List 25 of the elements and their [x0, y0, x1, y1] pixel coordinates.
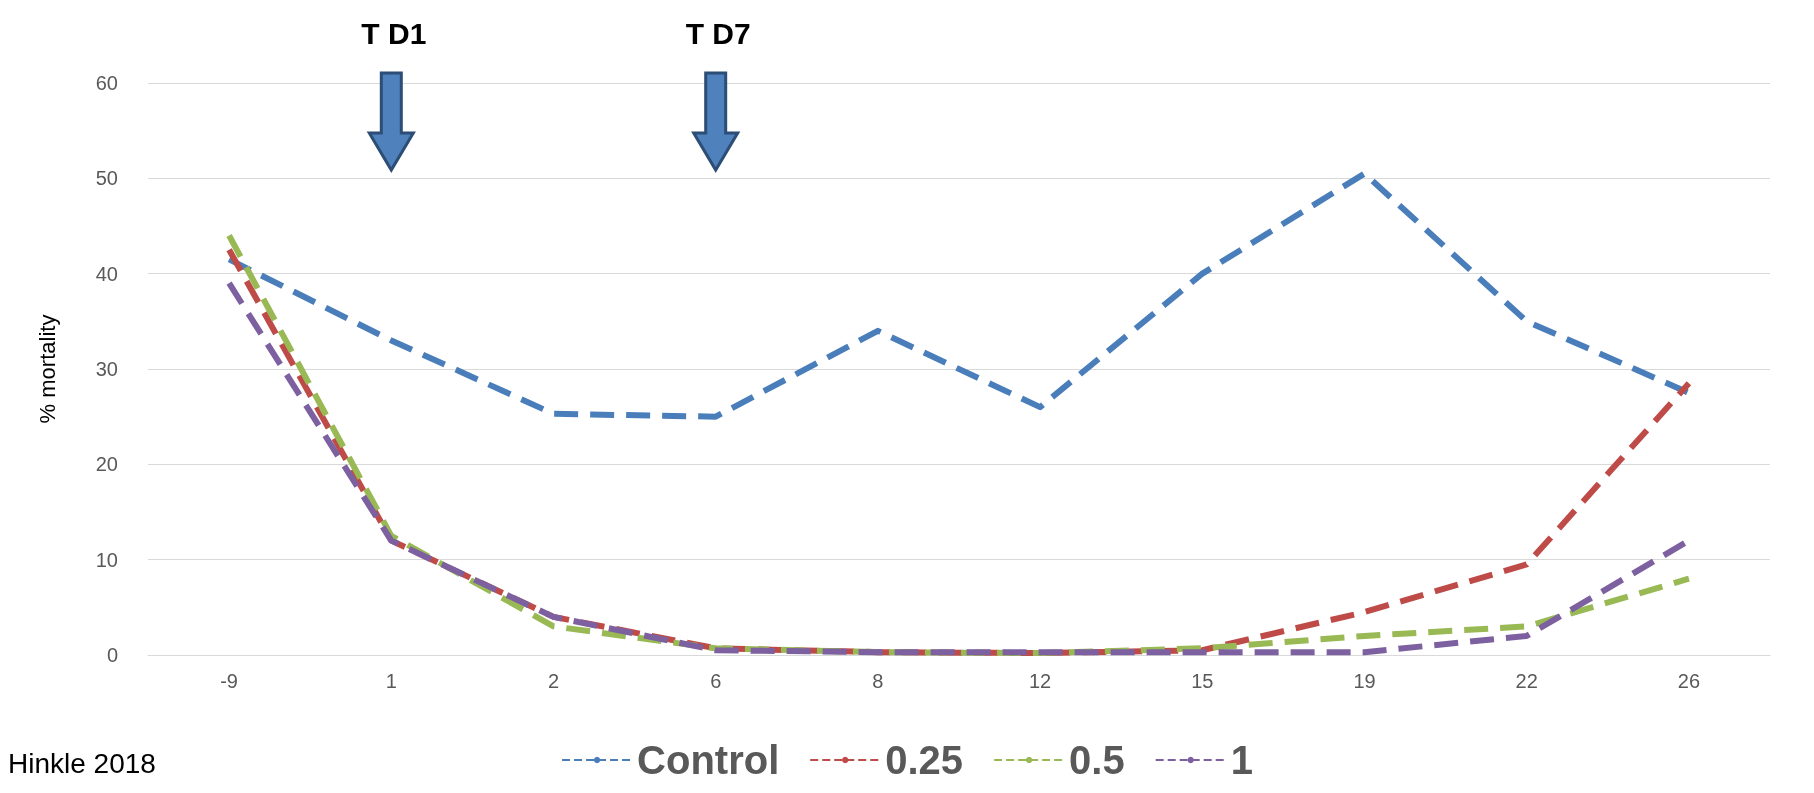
y-tick-label: 10 — [95, 548, 118, 571]
x-tick-label: 1 — [385, 670, 397, 692]
y-tick-label: 60 — [95, 72, 118, 94]
y-tick-label: 0 — [106, 644, 118, 666]
x-tick-label: 26 — [1677, 670, 1701, 692]
x-tick-label: -9 — [220, 670, 238, 692]
text: T D1 — [361, 16, 427, 50]
legend-label: 0.5 — [1069, 738, 1125, 782]
x-tick-label: 6 — [710, 670, 722, 692]
y-axis-title: % mortality — [34, 314, 60, 424]
legend-label: 1 — [1230, 738, 1253, 782]
text: Hinkle 2018 — [8, 747, 156, 779]
x-tick-label: 15 — [1191, 670, 1214, 692]
legend-label: Control — [637, 738, 780, 782]
x-tick-label: 19 — [1353, 670, 1376, 692]
y-tick-label: 20 — [95, 453, 118, 476]
y-tick-label: 40 — [95, 262, 118, 285]
x-tick-label: 8 — [872, 670, 884, 692]
y-tick-label: 50 — [95, 167, 118, 190]
x-tick-label: 22 — [1515, 670, 1538, 692]
legend-label: 0.25 — [885, 738, 964, 782]
x-tick-label: 12 — [1028, 670, 1052, 692]
text: T D7 — [685, 16, 751, 50]
y-tick-label: 30 — [95, 358, 118, 380]
x-tick-label: 2 — [547, 670, 560, 692]
